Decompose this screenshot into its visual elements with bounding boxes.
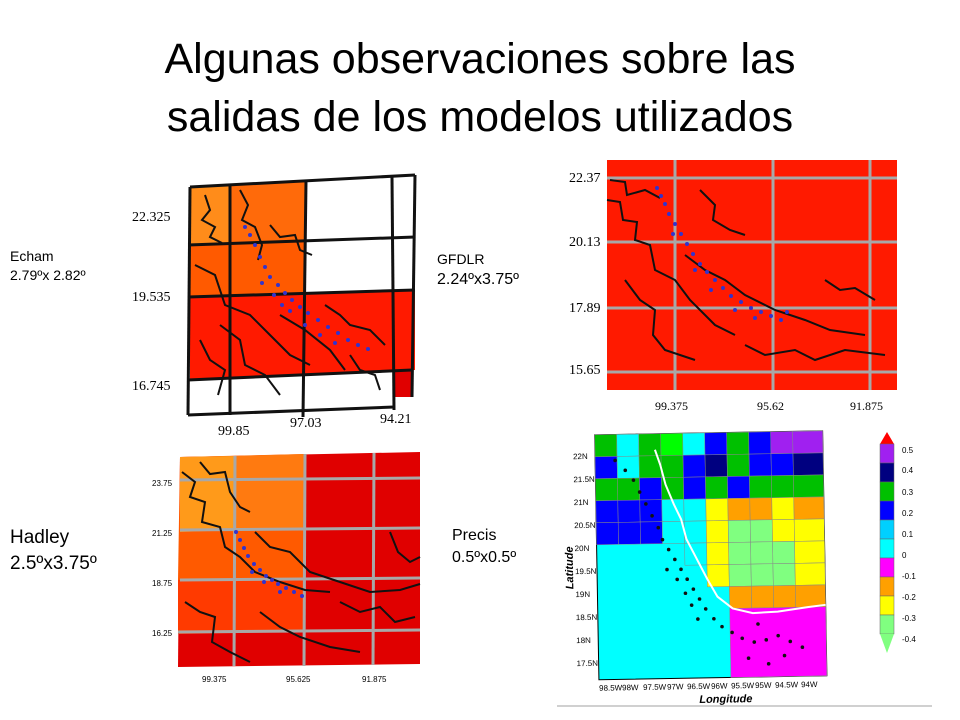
hadley-boundaries [181,461,421,663]
gfdlr-resolution: 2.24ºx3.75º [437,270,519,288]
precis-xtick-9: 94.5W [775,680,799,689]
precis-x-axis-label: Longitude [699,693,752,706]
precis-xtick-8: 95W [755,681,772,690]
precis-ytick-2: 21.5N [573,475,595,484]
precis-ytick-5: 20N [575,544,590,553]
echam-ytick-2: 19.535 [132,290,171,305]
precis-x-ticks: 98.5W 98W 97.5W 97W 96.5W 96W 95.5W 95W … [599,680,818,693]
precis-ytick-9: 18N [576,636,591,645]
precis-name: Precis [452,527,497,544]
colorbar-label-10: -0.4 [902,635,916,644]
colorbar-top-arrow [880,432,894,444]
precis-xtick-3: 97.5W [643,683,667,692]
hadley-resolution: 2.5ºx3.75º [10,552,97,574]
colorbar-label-3: 0.3 [902,488,914,497]
colorbar-label-7: -0.1 [902,572,916,581]
hadley-map: 23.75 21.25 18.75 16.25 99.375 95.625 91… [152,452,421,684]
precis-resolution: 0.5ºx0.5º [452,548,517,566]
hadley-xtick-3: 91.875 [362,675,387,684]
precis-plot: 22N 21.5N 21N 20.5N 20N 19.5N 19N 18.5N … [564,430,828,706]
precis-xtick-10: 94W [801,680,818,689]
echam-xtick-1: 99.85 [218,424,250,439]
hadley-cell-red [178,579,305,634]
precis-xtick-2: 98W [622,683,639,692]
colorbar-label-6: 0 [902,551,907,560]
hadley-xtick-2: 95.625 [286,675,311,684]
gfdlr-ytick-1: 22.37 [569,171,601,186]
echam-xtick-3: 94.21 [380,412,412,427]
precis-ytick-4: 20.5N [574,521,596,530]
precis-ytick-10: 17.5N [577,659,599,668]
precis-xtick-1: 98.5W [599,683,623,692]
precis-xtick-6: 96W [711,682,728,691]
echam-grid [186,173,417,418]
echam-map: 22.325 19.535 16.745 99.85 97.03 94.21 [132,173,417,439]
echam-name: Echam [10,248,54,264]
colorbar-label-2: 0.4 [902,466,914,475]
hadley-ytick-3: 18.75 [152,579,173,588]
echam-boundaries [194,189,386,396]
hadley-xtick-1: 99.375 [202,675,227,684]
gfdlr-name: GFDLR [437,251,485,267]
echam-points [243,225,370,351]
gfdlr-xtick-1: 99.375 [655,399,688,413]
gfdlr-xtick-3: 91.875 [850,399,883,413]
precis-ytick-7: 19N [575,590,590,599]
echam-label: Echam 2.79ºx 2.82º [10,247,86,285]
hadley-cell-light-orange [180,456,235,532]
gfdlr-background [607,160,897,390]
gfdlr-ytick-3: 17.89 [569,301,601,316]
echam-cell-white [306,175,415,293]
hadley-cell-mid-orange [235,454,305,530]
title-line-1: Algunas observaciones sobre las [164,35,796,83]
gfdlr-points [655,186,789,322]
echam-cell-band-bottom [190,370,395,415]
hadley-label: Hadley 2.5ºx3.75º [10,525,97,576]
title-line-2: salidas de los modelos utilizados [166,93,794,141]
gfdlr-ytick-4: 15.65 [569,363,601,378]
precis-label: Precis 0.5ºx0.5º [452,525,516,568]
precis-xtick-7: 95.5W [731,681,755,690]
precis-map: 22N 21.5N 21N 20.5N 20N 19.5N 19N 18.5N … [564,430,916,706]
colorbar-label-8: -0.2 [902,593,916,602]
echam-cell-orange-a [190,185,230,245]
precis-ytick-8: 18.5N [576,613,598,622]
hadley-ytick-4: 16.25 [152,629,173,638]
precis-cells [594,430,828,678]
precis-y-ticks: 22N 21.5N 21N 20.5N 20N 19.5N 19N 18.5N … [573,452,598,668]
hadley-ytick-1: 23.75 [152,479,173,488]
echam-ytick-1: 22.325 [132,210,171,225]
hadley-name: Hadley [10,527,70,548]
slide-title: Algunas observaciones sobre las salidas … [0,30,960,146]
echam-resolution: 2.79ºx 2.82º [10,266,86,283]
gfdlr-map: 22.37 20.13 17.89 15.65 99.375 95.62 91.… [569,160,897,413]
hadley-points [234,530,304,598]
gfdlr-xtick-2: 95.62 [757,399,784,413]
precis-points [613,458,805,666]
hadley-ytick-2: 21.25 [152,529,173,538]
echam-cell-orange-b [230,181,306,243]
colorbar-label-4: 0.2 [902,509,914,518]
echam-xtick-2: 97.03 [290,416,322,431]
precis-ytick-3: 21N [574,498,589,507]
precis-ytick-1: 22N [573,452,588,461]
colorbar-label-9: -0.3 [902,614,916,623]
colorbar-label-1: 0.5 [902,446,914,455]
bottom-divider [557,705,932,707]
echam-cell-corner [395,370,412,397]
precis-colorbar: 0.5 0.4 0.3 0.2 0.1 0 -0.1 -0.2 -0.3 -0.… [879,432,916,653]
gfdlr-ytick-2: 20.13 [569,235,601,250]
colorbar-label-5: 0.1 [902,530,914,539]
colorbar-bottom-arrow [880,634,894,653]
precis-xtick-5: 96.5W [687,682,711,691]
precis-coastline [653,449,826,615]
precis-ytick-6: 19.5N [575,567,597,576]
echam-ytick-3: 16.745 [132,379,171,394]
gfdlr-label: GFDLR 2.24ºx3.75º [437,250,519,290]
precis-y-axis-label: Latitude [564,546,577,589]
precis-xtick-4: 97W [667,682,684,691]
